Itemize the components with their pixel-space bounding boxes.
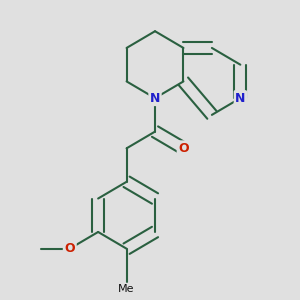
Text: O: O [64, 242, 75, 255]
Text: O: O [64, 242, 75, 255]
Text: N: N [150, 92, 160, 105]
Text: N: N [235, 92, 245, 105]
Text: O: O [178, 142, 189, 155]
Text: Me: Me [118, 284, 135, 294]
